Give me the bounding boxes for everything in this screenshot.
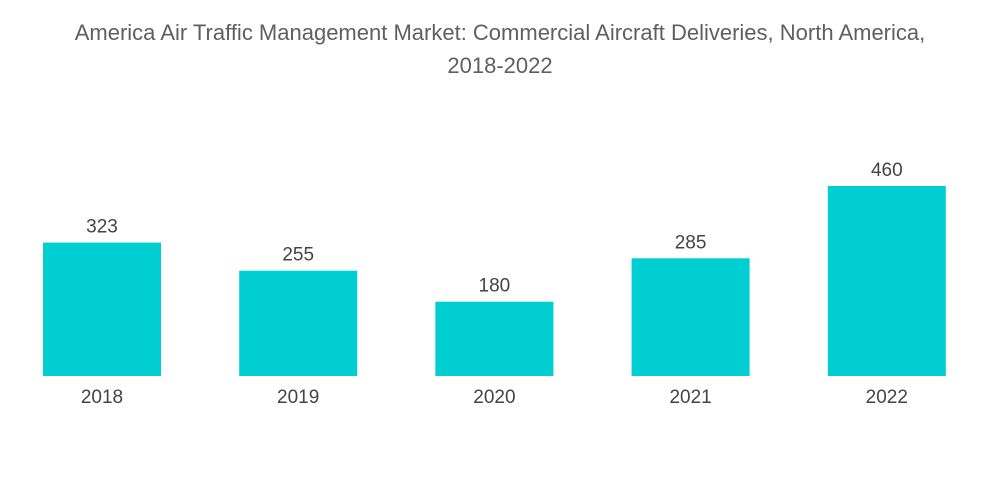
bar-2020 <box>435 301 554 376</box>
bar-series <box>43 186 946 376</box>
data-labels: 323 255 180 285 460 <box>86 160 903 297</box>
data-label-2018: 323 <box>86 217 118 238</box>
x-tick-label-2019: 2019 <box>277 387 319 408</box>
x-tick-label-2018: 2018 <box>81 387 123 408</box>
chart-title: America Air Traffic Management Market: C… <box>0 16 1000 82</box>
data-label-2019: 255 <box>282 245 314 266</box>
bar-2018 <box>43 242 161 376</box>
data-label-2020: 180 <box>479 276 511 297</box>
data-label-2022: 460 <box>871 160 903 181</box>
chart-title-line-1: America Air Traffic Management Market: C… <box>74 20 926 45</box>
x-tick-label-2020: 2020 <box>473 387 515 408</box>
x-tick-label-2021: 2021 <box>669 387 711 408</box>
bar-2022 <box>827 186 946 376</box>
x-tick-label-2022: 2022 <box>866 387 908 408</box>
chart-title-line-2: 2018-2022 <box>447 53 553 78</box>
x-axis-tick-labels: 2018 2019 2020 2021 2022 <box>81 387 908 408</box>
data-label-2021: 285 <box>675 232 707 253</box>
bar-2019 <box>239 270 358 376</box>
bar-2021 <box>631 258 750 376</box>
